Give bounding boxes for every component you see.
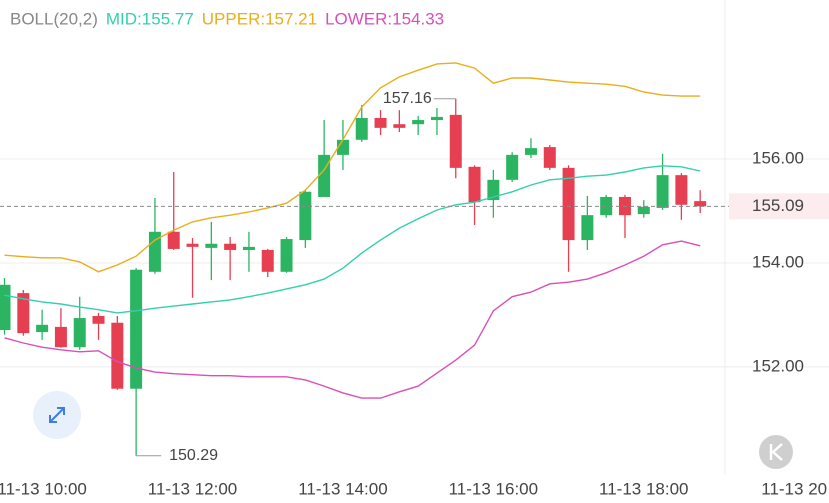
legend-value: 155.77 bbox=[142, 9, 194, 28]
legend-label: LOWER: bbox=[325, 9, 392, 28]
candle-body bbox=[430, 116, 443, 121]
k-button[interactable] bbox=[759, 435, 793, 469]
candle-body bbox=[54, 326, 67, 348]
candle-body bbox=[318, 154, 331, 197]
candle-body bbox=[73, 318, 86, 348]
price-label: 155.09 bbox=[752, 196, 804, 215]
x-tick-label: 11-13 20 bbox=[761, 479, 827, 498]
candle-body bbox=[111, 322, 124, 389]
candle-body bbox=[130, 269, 143, 389]
candle-body bbox=[449, 114, 462, 168]
expand-button[interactable] bbox=[33, 391, 81, 439]
candle-body bbox=[524, 148, 537, 155]
legend-value: 154.33 bbox=[392, 9, 444, 28]
candle-body bbox=[374, 117, 387, 128]
candle-body bbox=[600, 196, 613, 216]
candle-body bbox=[167, 231, 180, 249]
candle-body bbox=[92, 315, 105, 324]
x-tick-label: 11-13 18:00 bbox=[599, 479, 688, 498]
candle-body bbox=[355, 117, 368, 140]
indicator-title: BOLL(20,2) bbox=[10, 9, 98, 28]
candle-body bbox=[224, 243, 237, 250]
candle-body bbox=[299, 191, 312, 241]
price-tag bbox=[729, 193, 829, 220]
candle-body bbox=[506, 154, 519, 180]
candle-body bbox=[543, 147, 556, 168]
candle-body bbox=[562, 167, 575, 241]
candle-body bbox=[17, 293, 30, 334]
candle-body bbox=[186, 243, 199, 247]
candle-body bbox=[0, 284, 11, 331]
band-line bbox=[4, 165, 701, 314]
y-tick-label: 156.00 bbox=[752, 149, 804, 168]
legend-label: MID: bbox=[106, 9, 142, 28]
candle-body bbox=[412, 120, 425, 125]
y-tick-label: 152.00 bbox=[752, 356, 804, 375]
x-tick-label: 11-13 12:00 bbox=[148, 479, 237, 498]
candle-body bbox=[393, 124, 406, 128]
candle-body bbox=[694, 201, 707, 207]
band-line bbox=[4, 240, 701, 399]
x-tick-label: 11-13 16:00 bbox=[449, 479, 538, 498]
band-line bbox=[4, 62, 701, 273]
candle-body bbox=[581, 215, 594, 241]
candle-body bbox=[242, 246, 255, 250]
candle-body bbox=[637, 206, 650, 215]
candle-body bbox=[468, 166, 481, 203]
high-label: 157.16 bbox=[383, 90, 432, 107]
low-label: 150.29 bbox=[169, 447, 218, 464]
candle-body bbox=[280, 239, 293, 272]
candle-body bbox=[675, 175, 688, 205]
legend-label: UPPER: bbox=[202, 9, 265, 28]
y-tick-label: 154.00 bbox=[752, 252, 804, 271]
x-tick-label: 11-13 14:00 bbox=[298, 479, 387, 498]
candle-body bbox=[36, 324, 49, 333]
candle-body bbox=[487, 179, 500, 201]
legend-value: 157.21 bbox=[265, 9, 317, 28]
candle-body bbox=[261, 249, 274, 272]
x-tick-label: 11-13 10:00 bbox=[0, 479, 87, 498]
candle-body bbox=[205, 243, 218, 248]
candle-body bbox=[656, 175, 669, 208]
